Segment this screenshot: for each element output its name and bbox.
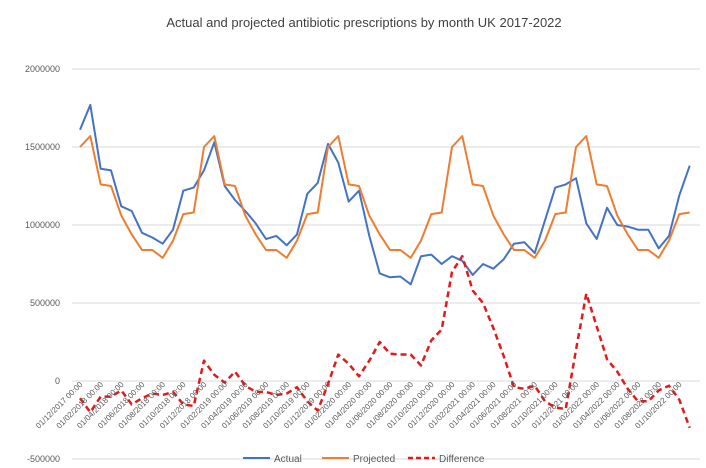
legend-label-actual: Actual xyxy=(274,454,302,465)
series-line-projected xyxy=(79,135,690,259)
y-tick-label: -500000 xyxy=(27,454,60,464)
series-lines xyxy=(78,103,691,429)
y-tick-label: 1000000 xyxy=(25,220,60,230)
legend-label-projected: Projected xyxy=(353,454,395,465)
y-axis-tick-labels: 2000000 1500000 1000000 500000 0 -500000 xyxy=(25,64,60,464)
legend: Actual Projected Difference xyxy=(243,454,485,465)
y-tick-label: 1500000 xyxy=(25,142,60,152)
gridlines xyxy=(72,68,700,460)
chart-title: Actual and projected antibiotic prescrip… xyxy=(166,15,561,30)
y-tick-label: 0 xyxy=(55,376,60,386)
series-line-difference xyxy=(78,254,691,429)
legend-label-difference: Difference xyxy=(439,454,485,465)
series-line-actual xyxy=(79,103,691,286)
y-tick-label: 2000000 xyxy=(25,64,60,74)
y-tick-label: 500000 xyxy=(30,298,60,308)
